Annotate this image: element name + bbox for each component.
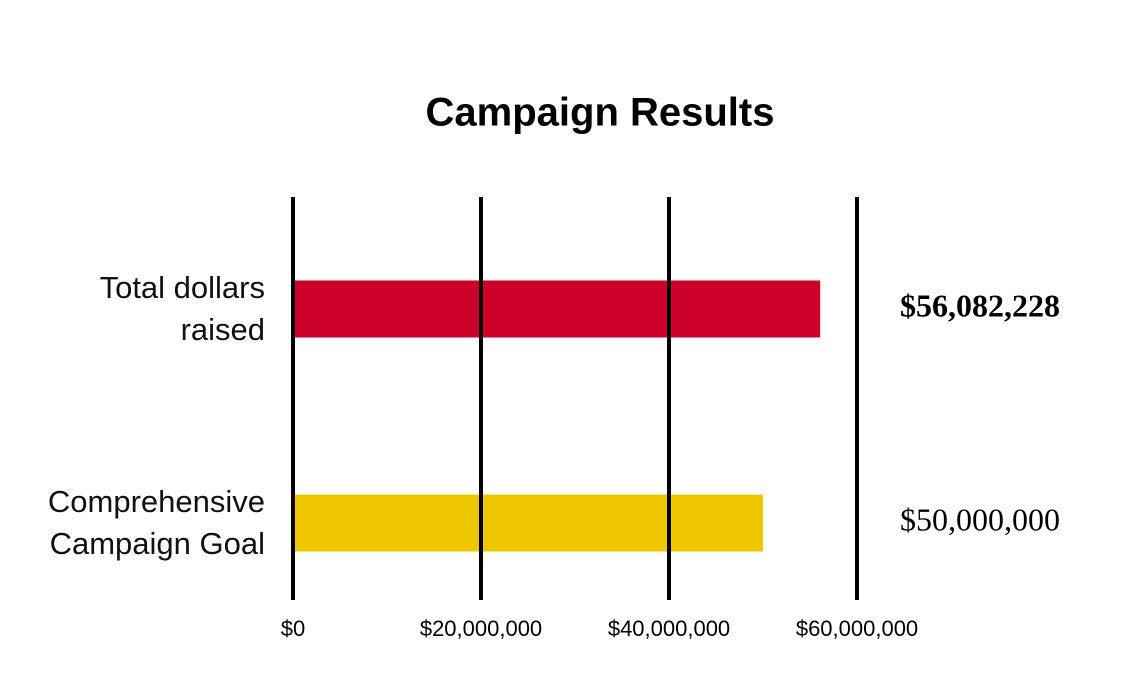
x-tick-label: $40,000,000 — [608, 616, 730, 641]
x-tick-label: $20,000,000 — [420, 616, 542, 641]
bar — [293, 280, 821, 338]
x-tick-label: $60,000,000 — [796, 616, 918, 641]
value-label: $50,000,000 — [900, 501, 1060, 537]
bar — [293, 494, 763, 552]
value-label: $56,082,228 — [900, 287, 1060, 323]
category-label: Comprehensive Campaign Goal — [47, 484, 265, 561]
x-tick-label: $0 — [281, 616, 305, 641]
chart-title: Campaign Results — [426, 91, 775, 135]
category-label: Total dollars raised — [99, 270, 265, 347]
